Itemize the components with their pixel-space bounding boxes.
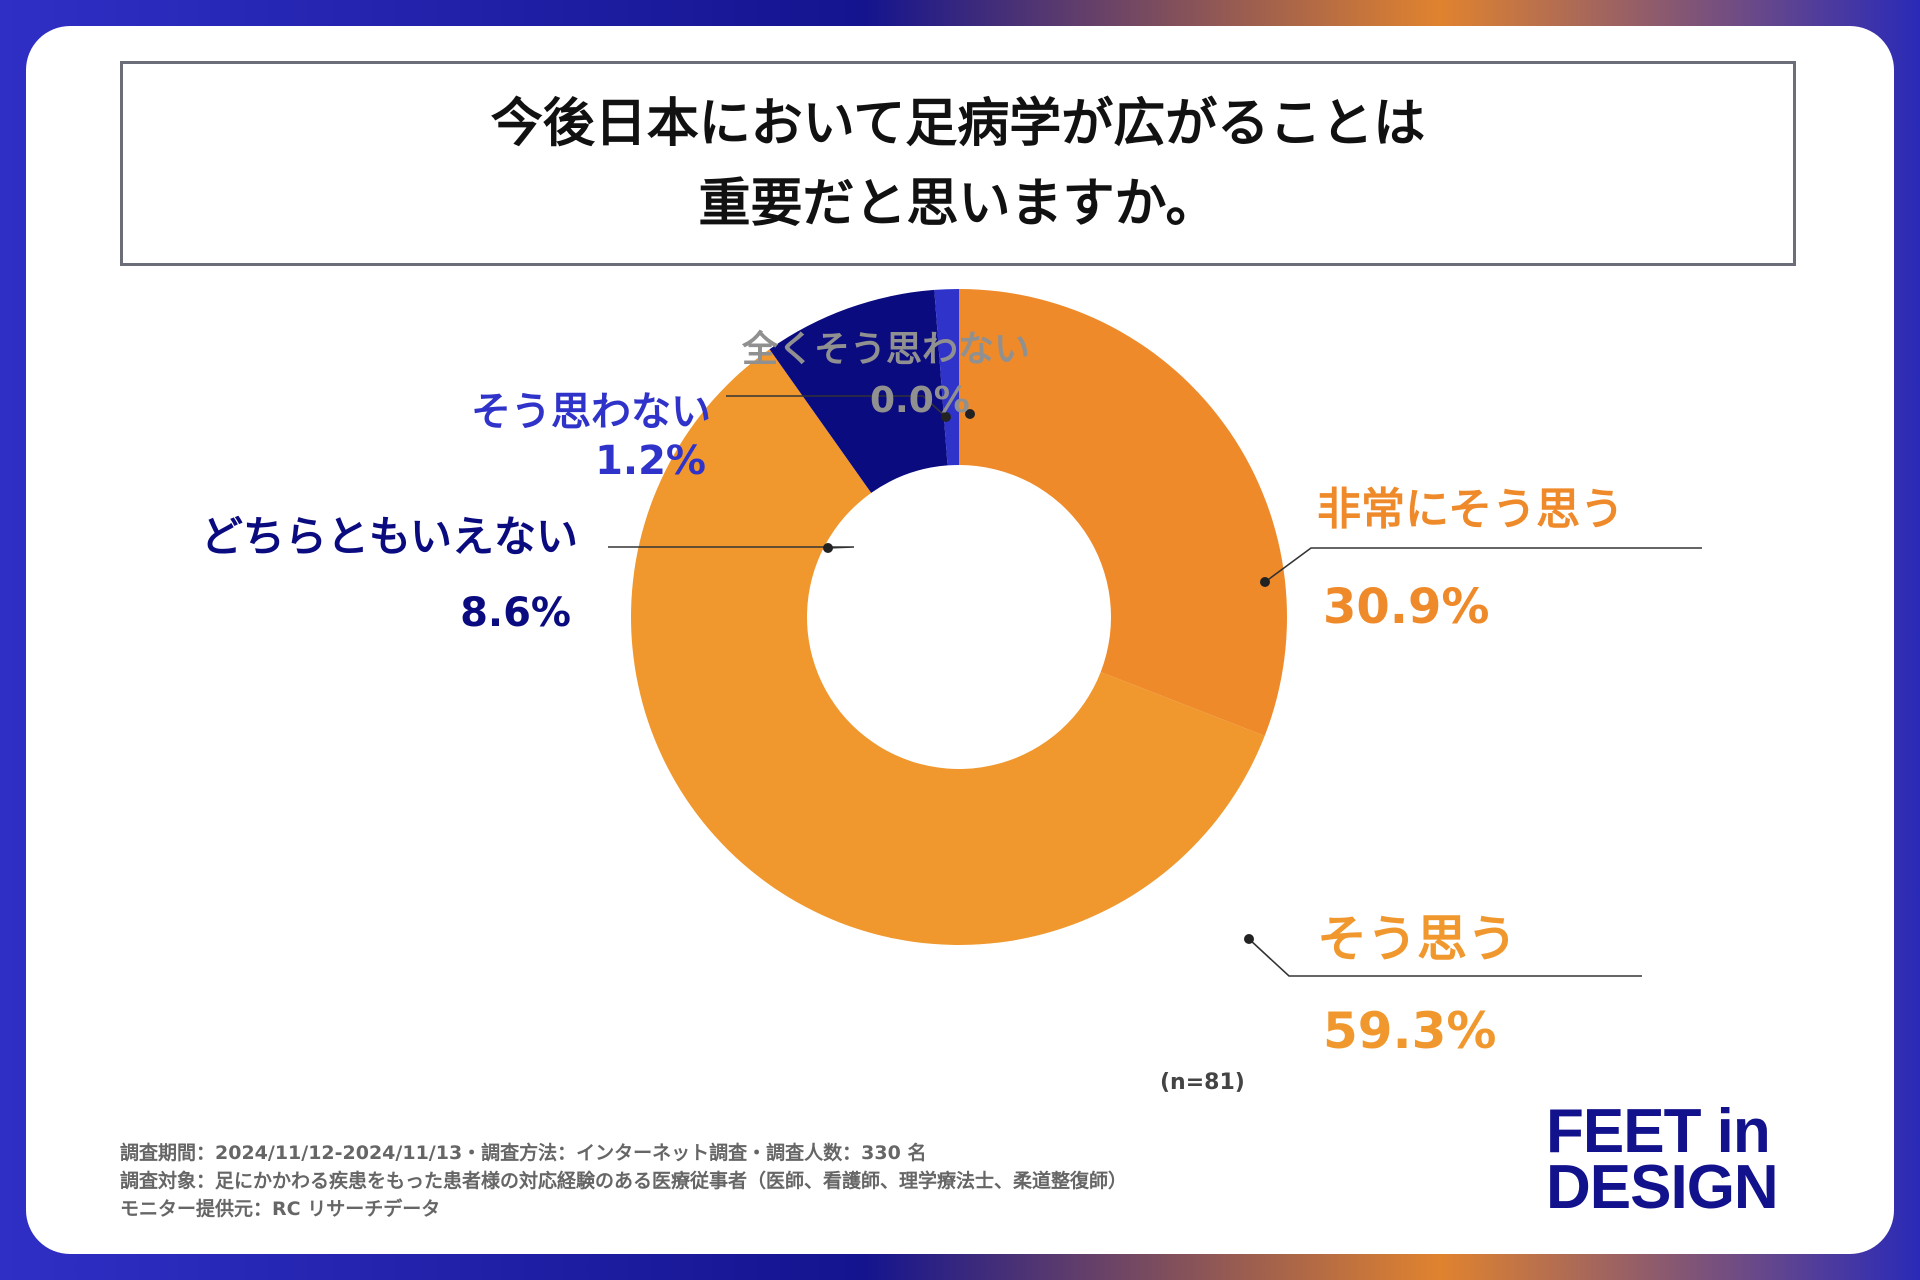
leader-dot-disagree xyxy=(941,412,951,422)
leader-dot-neutral xyxy=(823,543,833,553)
title-box: 今後日本において足病学が広がることは 重要だと思いますか。 xyxy=(120,61,1796,266)
category-label-neutral: どちらともいえない xyxy=(201,512,578,561)
value-label-agree: 59.3% xyxy=(1323,1002,1496,1060)
category-label-disagree: そう思わない xyxy=(471,389,711,435)
survey-footnotes: 調査期間：2024/11/12-2024/11/13・調査方法：インターネット調… xyxy=(120,1139,1127,1223)
chart-title-line-1: 今後日本において足病学が広がることは xyxy=(490,93,1426,154)
logo-line-1: FEET in xyxy=(1546,1097,1771,1166)
leader-dot-very-much-agree xyxy=(1260,577,1270,587)
value-label-strongly-disagree: 0.0% xyxy=(870,380,970,421)
value-label-disagree: 1.2% xyxy=(595,438,706,484)
value-label-neutral: 8.6% xyxy=(460,590,571,636)
value-label-very-much-agree: 30.9% xyxy=(1323,579,1490,635)
leader-dot-agree xyxy=(1244,934,1254,944)
donut-chart: 非常にそう思う 30.9% そう思う 59.3% どちらともいえない 8.6% そう思わない… xyxy=(201,289,1702,1060)
footnote-data-provider: モニター提供元：RC リサーチデータ xyxy=(120,1198,441,1220)
slice-disagree xyxy=(934,289,959,466)
leader-dot-strongly-disagree xyxy=(965,409,975,419)
chart-card: 今後日本において足病学が広がることは 重要だと思いますか。 非常にそう思う 30.… xyxy=(26,26,1894,1254)
sample-size-label: (n=81) xyxy=(1160,1070,1245,1095)
slice-agree xyxy=(631,349,1265,945)
category-label-strongly-disagree: 全くそう思わない xyxy=(741,328,1030,370)
slice-neutral xyxy=(769,289,948,493)
footnote-survey-target: 調査対象：足にかかわる疾患をもった患者様の対応経験のある医療従事者（医師、看護師… xyxy=(120,1170,1128,1192)
chart-title-line-2: 重要だと思いますか。 xyxy=(698,173,1218,234)
leader-line-disagree xyxy=(726,395,947,418)
leader-line-neutral xyxy=(608,546,855,549)
leader-line-very-much-agree xyxy=(1264,547,1702,583)
slice-very-much-agree xyxy=(959,289,1287,736)
feet-in-design-logo: FEET in DESIGN xyxy=(1546,1097,1779,1222)
footnote-survey-period: 調査期間：2024/11/12-2024/11/13・調査方法：インターネット調… xyxy=(120,1142,927,1164)
leader-line-agree xyxy=(1248,938,1642,977)
category-label-agree: そう思う xyxy=(1317,910,1517,968)
category-label-very-much-agree: 非常にそう思う xyxy=(1317,484,1624,535)
logo-line-2: DESIGN xyxy=(1546,1153,1779,1222)
